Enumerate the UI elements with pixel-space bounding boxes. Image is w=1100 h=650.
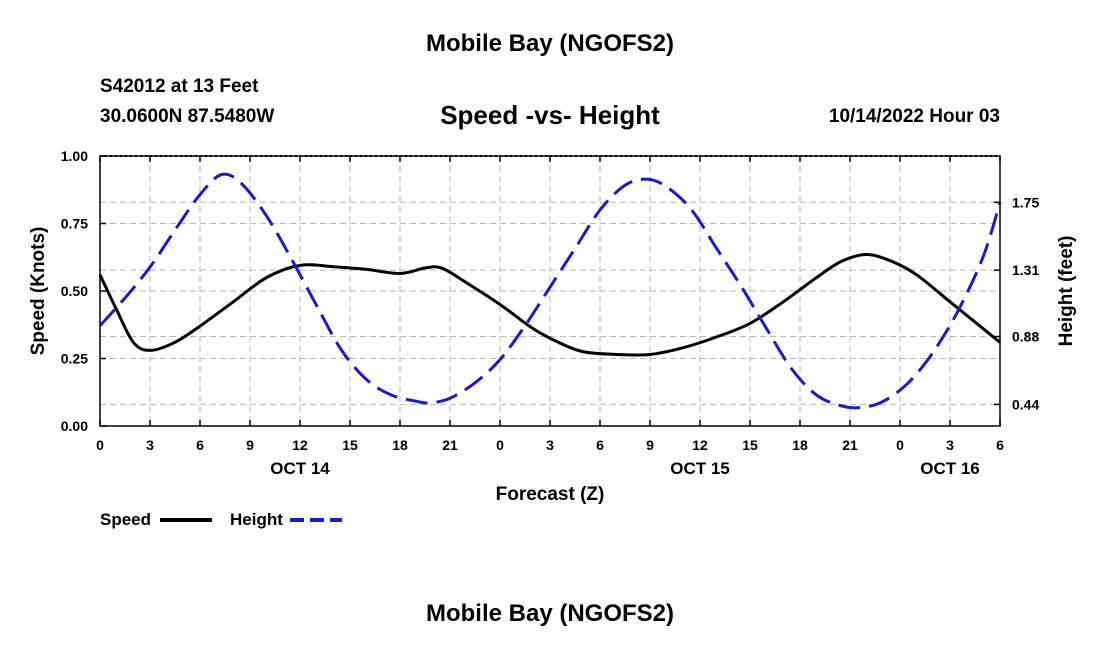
legend-height-label: Height xyxy=(230,510,283,529)
x-tick-label: 9 xyxy=(646,437,654,453)
height-series-line xyxy=(98,172,1002,410)
repeated-chart-title: Mobile Bay (NGOFS2) xyxy=(425,600,675,627)
y-tick-label-right: 1.75 xyxy=(1012,194,1039,210)
x-tick-label: 15 xyxy=(742,437,758,453)
chart-subtitle: Speed -vs- Height xyxy=(440,100,660,130)
x-tick-label: 3 xyxy=(146,437,154,453)
x-tick-label: 6 xyxy=(196,437,204,453)
x-tick-label: 9 xyxy=(246,437,254,453)
x-tick-label: 3 xyxy=(546,437,554,453)
y-tick-label-right: 1.31 xyxy=(1012,262,1039,278)
speed-series-line xyxy=(98,253,1001,357)
legend-speed-label: Speed xyxy=(100,510,151,529)
right-y-axis-title: Height (feet) xyxy=(1056,236,1077,347)
x-tick-label: 0 xyxy=(496,437,504,453)
y-tick-label-right: 0.88 xyxy=(1012,329,1039,345)
axis-layer: 0 3 6 9 12 15 18 21 0 3 6 9 12 15 18 21 0 3 6 OCT 14 OCT 15 O… xyxy=(61,148,1040,478)
x-axis-title: Forecast (Z) xyxy=(496,484,605,505)
legend: Speed Height xyxy=(100,510,342,529)
y-tick-label-right: 0.44 xyxy=(1012,396,1039,412)
x-tick-label: 3 xyxy=(946,437,954,453)
x-tick-label: 15 xyxy=(342,437,358,453)
x-tick-label: 12 xyxy=(692,437,708,453)
grid-layer xyxy=(100,156,1000,426)
series-layer xyxy=(98,172,1002,410)
station-label: S42012 at 13 Feet xyxy=(100,76,259,97)
x-tick-label: 6 xyxy=(596,437,604,453)
x-tick-label: 18 xyxy=(392,437,408,453)
x-date-label: OCT 16 xyxy=(920,459,980,478)
y-tick-label-left: 0.75 xyxy=(61,216,88,232)
x-tick-label: 0 xyxy=(96,437,104,453)
station-coordinates: 30.0600N 87.5480W xyxy=(100,106,275,127)
forecast-timestamp: 10/14/2022 Hour 03 xyxy=(828,106,1000,127)
x-tick-label: 12 xyxy=(292,437,308,453)
y-tick-label-left: 1.00 xyxy=(61,148,88,164)
x-tick-label: 21 xyxy=(842,437,858,453)
x-tick-label: 6 xyxy=(996,437,1004,453)
y-tick-label-left: 0.00 xyxy=(61,418,88,434)
x-date-label: OCT 15 xyxy=(670,459,730,478)
x-tick-label: 21 xyxy=(442,437,458,453)
y-tick-label-left: 0.50 xyxy=(61,283,88,299)
y-tick-label-left: 0.25 xyxy=(61,351,88,367)
x-tick-label: 0 xyxy=(896,437,904,453)
chart-main-title: Mobile Bay (NGOFS2) xyxy=(425,30,675,57)
left-y-axis-title: Speed (Knots) xyxy=(28,227,49,356)
x-tick-label: 18 xyxy=(792,437,808,453)
x-date-label: OCT 14 xyxy=(270,459,330,478)
